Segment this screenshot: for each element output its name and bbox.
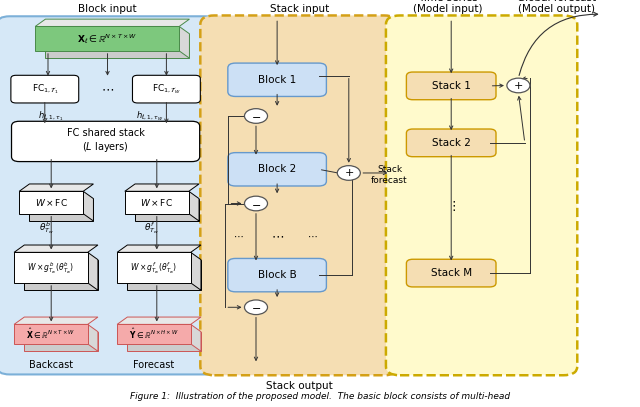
Circle shape [337,166,360,180]
Text: $\mathbf{X}_{\ell} \in \mathbb{R}^{N\times T\times W}$: $\mathbf{X}_{\ell} \in \mathbb{R}^{N\tim… [77,32,138,46]
Text: Time series
(Model input): Time series (Model input) [413,0,483,14]
Polygon shape [191,324,201,351]
FancyBboxPatch shape [228,258,326,292]
Text: Figure 1:  Illustration of the proposed model.  The basic block consists of mult: Figure 1: Illustration of the proposed m… [130,392,510,401]
Text: Block input: Block input [78,4,137,14]
Text: $\theta^f_{T_w}$: $\theta^f_{T_w}$ [144,220,159,236]
Text: $-$: $-$ [251,302,261,312]
Text: $\hat{\mathbf{X}}\in\mathbb{R}^{N\times T\times W}$: $\hat{\mathbf{X}}\in\mathbb{R}^{N\times … [26,327,76,341]
FancyBboxPatch shape [14,252,88,283]
Text: $\hat{\mathbf{Y}}\in\mathbb{R}^{N\times H\times W}$: $\hat{\mathbf{Y}}\in\mathbb{R}^{N\times … [129,327,179,341]
Polygon shape [88,252,98,290]
FancyBboxPatch shape [406,72,496,100]
FancyBboxPatch shape [127,260,201,290]
Text: Block B: Block B [258,270,296,280]
Text: $h_{\ell,1,\tau_W}$: $h_{\ell,1,\tau_W}$ [136,109,163,123]
Text: Stack
forecast: Stack forecast [371,165,408,185]
Circle shape [244,196,268,211]
Text: Forecast: Forecast [133,360,175,370]
Polygon shape [19,184,93,191]
Polygon shape [88,324,98,351]
Text: $W\times g^b_{T_w}(\theta^b_{T_w})$: $W\times g^b_{T_w}(\theta^b_{T_w})$ [28,260,74,276]
Text: Stack output: Stack output [266,381,333,391]
FancyBboxPatch shape [135,199,199,221]
Text: FC shared stack
($L$ layers): FC shared stack ($L$ layers) [67,129,145,154]
FancyBboxPatch shape [19,191,83,214]
FancyBboxPatch shape [29,199,93,221]
Text: Backcast: Backcast [29,360,73,370]
Text: $+$: $+$ [344,167,354,179]
Text: $-$: $-$ [251,111,261,121]
Text: $\mathrm{FC}_{1,\mathcal{T}_1}$: $\mathrm{FC}_{1,\mathcal{T}_1}$ [31,82,58,96]
FancyBboxPatch shape [45,34,189,58]
FancyBboxPatch shape [228,153,326,186]
FancyBboxPatch shape [406,259,496,287]
FancyBboxPatch shape [24,260,98,290]
Text: $W\times\mathrm{FC}$: $W\times\mathrm{FC}$ [35,197,68,208]
FancyBboxPatch shape [406,129,496,157]
FancyBboxPatch shape [386,15,577,375]
Circle shape [507,78,530,93]
Text: $W\times g^f_{T_w}(\theta^f_{T_w})$: $W\times g^f_{T_w}(\theta^f_{T_w})$ [131,260,177,276]
Text: $\cdots$: $\cdots$ [234,231,244,241]
Text: $\mathrm{FC}_{1,\mathcal{T}_W}$: $\mathrm{FC}_{1,\mathcal{T}_W}$ [152,82,180,96]
FancyBboxPatch shape [125,191,189,214]
Text: $\cdots$: $\cdots$ [307,231,317,241]
FancyBboxPatch shape [127,332,201,351]
Polygon shape [83,191,93,221]
FancyBboxPatch shape [132,75,200,103]
Text: Stack M: Stack M [431,268,472,278]
Text: $+$: $+$ [513,80,524,91]
Polygon shape [189,191,199,221]
Polygon shape [179,26,189,58]
Polygon shape [14,317,98,324]
FancyBboxPatch shape [14,324,88,344]
Polygon shape [14,245,98,252]
Text: Global forecast
(Model output): Global forecast (Model output) [517,0,596,14]
Polygon shape [191,252,201,290]
Text: $-$: $-$ [251,199,261,208]
Text: Block 2: Block 2 [258,164,296,174]
Circle shape [244,300,268,315]
Text: $\theta^b_{T_w}$: $\theta^b_{T_w}$ [38,220,54,236]
FancyBboxPatch shape [228,63,326,96]
Circle shape [244,109,268,123]
Text: $\vdots$: $\vdots$ [447,199,456,212]
Polygon shape [117,245,201,252]
Text: $\cdots$: $\cdots$ [101,83,114,96]
Text: $\cdots$: $\cdots$ [271,230,284,243]
FancyBboxPatch shape [117,324,191,344]
Text: Block 1: Block 1 [258,75,296,85]
Polygon shape [117,317,201,324]
Text: Stack 2: Stack 2 [432,138,470,148]
Text: Stack 1: Stack 1 [432,81,470,91]
FancyBboxPatch shape [11,75,79,103]
Polygon shape [125,184,199,191]
FancyBboxPatch shape [35,26,179,51]
FancyBboxPatch shape [0,16,218,374]
Polygon shape [35,19,189,26]
Text: $h_{\ell,1,\tau_1}$: $h_{\ell,1,\tau_1}$ [38,109,63,123]
FancyBboxPatch shape [24,332,98,351]
Text: Stack input: Stack input [270,4,329,14]
FancyBboxPatch shape [200,15,398,375]
FancyBboxPatch shape [12,121,200,162]
Text: $W\times\mathrm{FC}$: $W\times\mathrm{FC}$ [140,197,173,208]
FancyBboxPatch shape [117,252,191,283]
